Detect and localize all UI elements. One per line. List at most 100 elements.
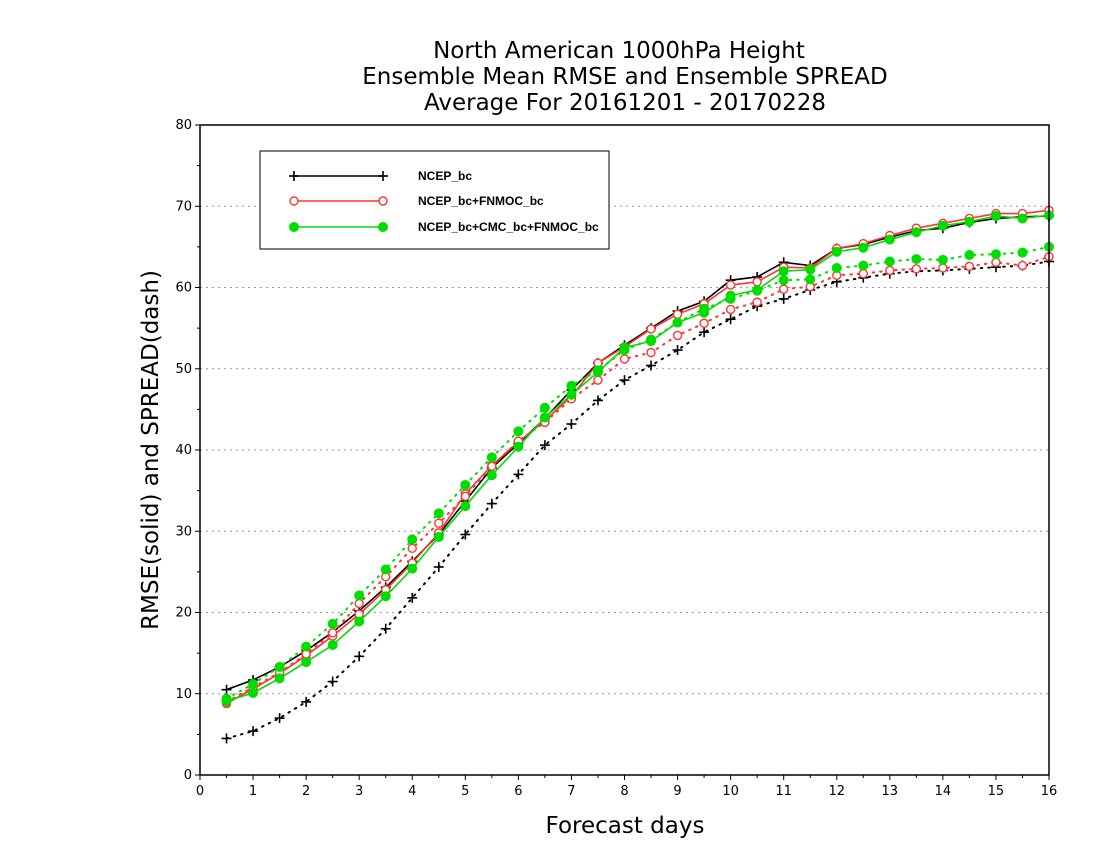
legend: NCEP_bc NCEP_bc+FNMOC_bc NCEP_bc+CMC_bc+FN… [259, 150, 610, 250]
series-2-spread-point [380, 564, 391, 575]
series-2-spread-point [964, 250, 975, 260]
series-2-spread-point [221, 693, 232, 704]
series-2-rmse-point [486, 470, 497, 481]
series-1-spread-line [225, 255, 1050, 703]
series-0-spread-point [486, 498, 497, 509]
x-tick-label-3: 3 [355, 784, 363, 799]
x-tick-label-1: 1 [249, 784, 257, 799]
series-2-rmse-point [513, 441, 524, 452]
series-2-spread-point [911, 254, 922, 265]
series-0-spread-point [592, 395, 603, 406]
series-2-spread-point [407, 534, 418, 545]
series-0-spread-point [672, 345, 683, 356]
legend-marker-right-2 [378, 222, 388, 232]
series-2-rmse-point [566, 389, 577, 400]
x-tick-label-13: 13 [882, 784, 899, 799]
series-2-spread-point [752, 285, 763, 296]
legend-label-2: NCEP_bc+CMC_bc+FNMOC_bc [418, 220, 599, 234]
series-2-rmse-point [327, 640, 338, 650]
series-1-spread-point [991, 257, 1001, 268]
x-tick-label-9: 9 [673, 784, 681, 799]
series-2-spread-point [805, 274, 816, 285]
series-1-rmse-point [646, 324, 656, 334]
series-0-spread-point [646, 360, 657, 371]
series-1-rmse-point [725, 280, 736, 290]
series-1-spread-point [1017, 260, 1028, 271]
series-1-spread-point [938, 263, 948, 273]
series-1-spread-point [407, 543, 417, 554]
series-0-spread-line [225, 260, 1050, 740]
series-1-rmse-point [672, 309, 683, 320]
legend-marker-left-2 [289, 222, 299, 232]
grid-lines [200, 205, 1049, 695]
series-1-spread-point [885, 265, 895, 276]
x-axis-label: Forecast days [546, 813, 705, 839]
x-tick-label-5: 5 [461, 784, 469, 799]
series-1-spread-point [327, 628, 338, 638]
x-tick-label-8: 8 [620, 784, 628, 799]
series-1-rmse-point [752, 277, 762, 287]
series-2-spread-point [513, 426, 524, 437]
series-2-spread-line [225, 245, 1050, 700]
series-0-spread-point [354, 651, 365, 662]
y-tick-label-10: 10 [175, 687, 192, 702]
y-tick-label-50: 50 [175, 362, 192, 377]
series-1-spread-point [646, 347, 656, 358]
series-1-spread-point [354, 598, 364, 609]
series-0-spread-point [778, 293, 789, 304]
series-2-rmse-point [778, 266, 789, 277]
chart-title-line-3: Average For 20161201 - 20170228 [424, 90, 826, 116]
series-2-spread-point [592, 365, 603, 376]
legend-marker-left-1 [289, 196, 299, 206]
chart-title-line-1: North American 1000hPa Height [433, 38, 805, 64]
legend-box [259, 150, 610, 250]
series-0-spread-point [513, 469, 524, 480]
series-1-spread-point [672, 330, 683, 341]
series-0-spread-point [248, 726, 259, 737]
x-tick-label-7: 7 [567, 784, 575, 799]
series-1-spread-point [434, 518, 444, 528]
y-tick-label-30: 30 [175, 524, 192, 539]
x-tick-label-16: 16 [1041, 784, 1058, 799]
series-1-spread-point [699, 318, 709, 328]
series-2 [221, 210, 1054, 707]
series-2-spread-point [433, 508, 444, 519]
x-tick-label-2: 2 [302, 784, 310, 799]
series-2-rmse-point [380, 591, 391, 602]
series-1-spread-point [619, 354, 630, 364]
y-tick-label-60: 60 [175, 281, 192, 296]
y-axis-label: RMSE(solid) and SPREAD(dash) [138, 270, 164, 630]
series-2-spread-point [884, 256, 895, 267]
series-1-spread-point [487, 461, 497, 471]
series-2-spread-point [460, 479, 471, 490]
series-2-spread-point [646, 334, 657, 345]
series-0-spread-point [380, 623, 391, 634]
x-tick-label-15: 15 [988, 784, 1005, 799]
series-2-spread-point [327, 618, 338, 629]
series-2-rmse-point [937, 220, 948, 231]
y-tick-label-0: 0 [184, 768, 192, 783]
series-2-rmse-point [354, 616, 365, 627]
series-2-rmse-line [226, 214, 1050, 702]
series-2-spread-point [937, 254, 948, 265]
series-2-rmse-point [1017, 213, 1028, 224]
series-2-rmse-point [301, 657, 312, 668]
series-0-spread-point [566, 419, 577, 429]
series-0-spread-point [433, 562, 444, 572]
series-2-spread-point [354, 590, 365, 601]
y-tick-label-40: 40 [175, 443, 192, 458]
chart-title: North American 1000hPa Height Ensemble M… [362, 38, 887, 116]
x-tick-label-14: 14 [935, 784, 952, 799]
y-tick-label-70: 70 [175, 199, 192, 214]
series-0-spread-point [619, 375, 630, 386]
series-0-spread-point [460, 529, 471, 540]
series-1-spread-point [752, 297, 762, 307]
series-2-rmse-point [858, 242, 869, 253]
series-1-spread-point [778, 284, 789, 294]
x-tick-label-6: 6 [514, 784, 522, 799]
series-2-rmse-point [248, 687, 259, 698]
series-1-spread-point [725, 304, 736, 315]
